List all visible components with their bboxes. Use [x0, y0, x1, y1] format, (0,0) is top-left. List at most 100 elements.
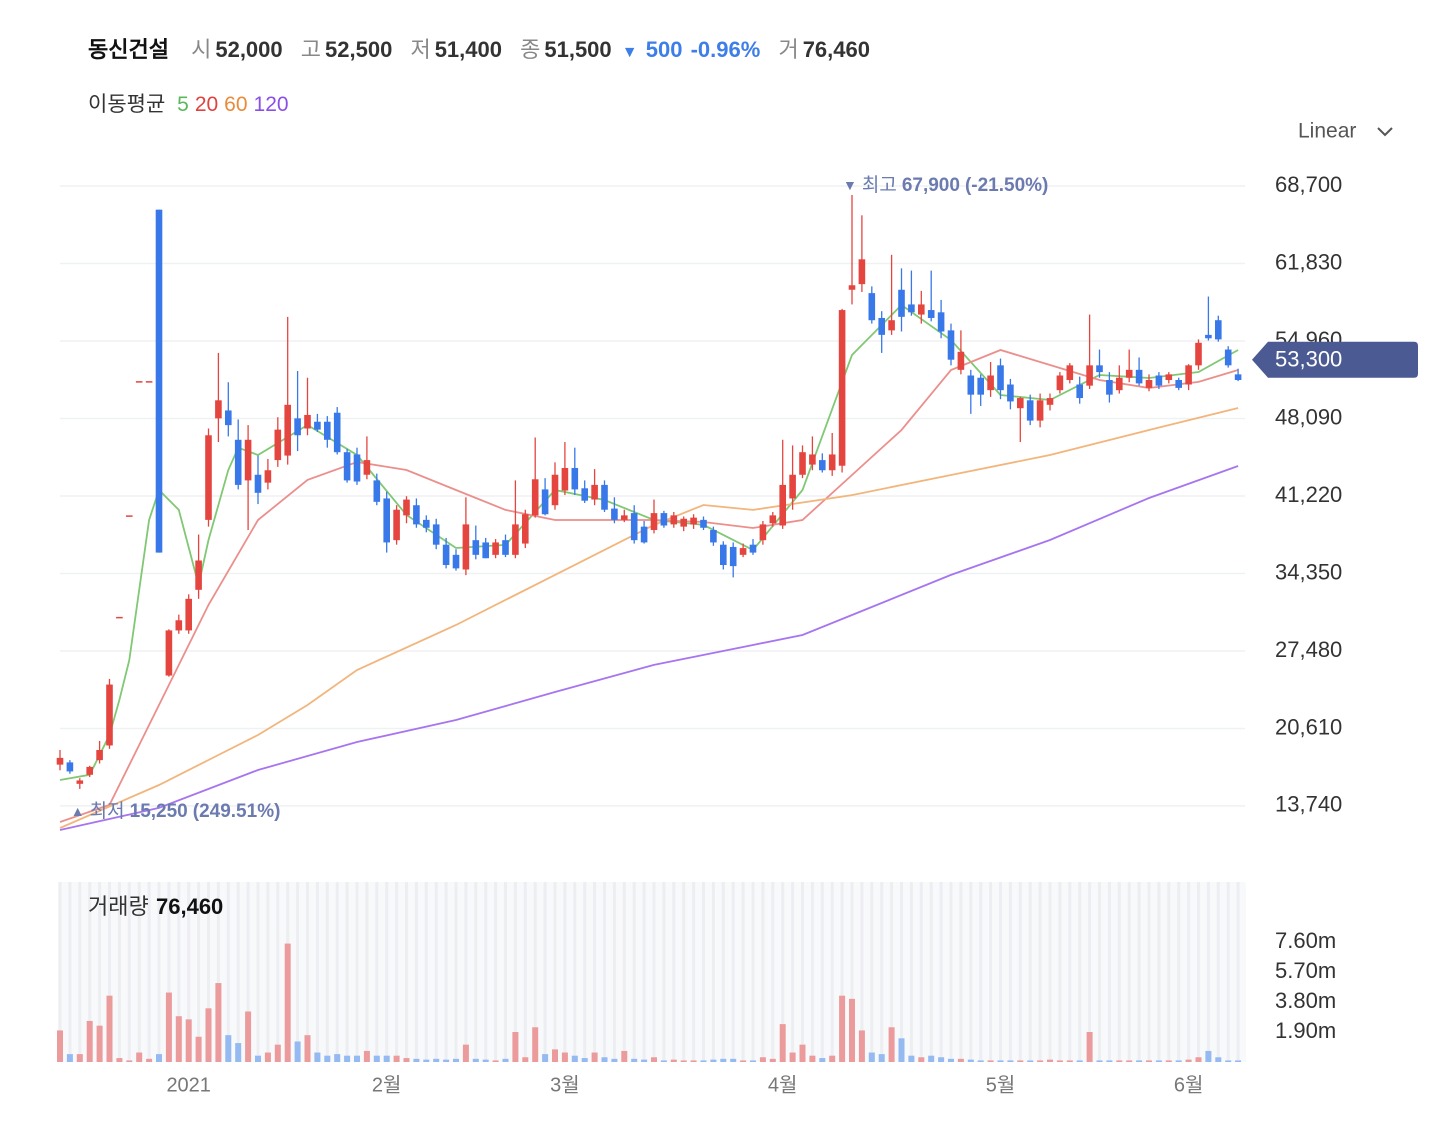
volume-bar — [987, 1060, 994, 1062]
candle-body — [86, 766, 93, 775]
candle-body — [898, 289, 905, 317]
candle-body — [304, 414, 311, 429]
candle-body — [957, 351, 965, 370]
volume-bar — [670, 1059, 677, 1062]
y-tick-label: 20,610 — [1275, 714, 1342, 739]
volume-bar — [1056, 1060, 1063, 1062]
volume-bar — [611, 1058, 618, 1062]
volume-bar — [1155, 1060, 1162, 1062]
volume-bar — [858, 1030, 865, 1062]
quote-label: 종 — [520, 37, 541, 62]
volume-bar — [1165, 1060, 1172, 1062]
x-tick-label: 3월 — [550, 1073, 580, 1096]
volume-bar — [888, 1027, 895, 1062]
volume-bar — [839, 995, 846, 1062]
candle-body — [165, 630, 173, 676]
candle-body — [937, 312, 945, 332]
ma-line — [59, 407, 1239, 829]
candle-body — [472, 540, 480, 555]
candle-body — [383, 498, 390, 543]
candle-body — [640, 526, 648, 543]
volume-tick-label: 7.60m — [1275, 928, 1336, 953]
candle-body — [779, 484, 786, 526]
volume-bar — [284, 943, 291, 1062]
ma-legend-item: 20 — [194, 93, 219, 116]
candle-body — [571, 467, 579, 490]
volume-bar — [908, 1055, 915, 1062]
high-marker-part: (-21.50%) — [965, 175, 1048, 196]
volume-bar — [720, 1058, 727, 1062]
candle-body — [66, 762, 74, 772]
volume-bar — [641, 1059, 648, 1062]
volume-tick-label: 1.90m — [1275, 1018, 1336, 1043]
candle-body — [680, 518, 687, 527]
volume-bar — [363, 1050, 370, 1062]
candle-body — [264, 470, 272, 483]
low-marker-part: ▲ — [71, 803, 85, 819]
candle-body — [531, 479, 539, 516]
candle-body — [343, 452, 351, 481]
candle-body — [423, 519, 430, 528]
volume-bar — [1047, 1059, 1053, 1062]
candle-body — [660, 513, 668, 526]
candle-body — [749, 544, 757, 553]
x-tick-label: 2월 — [372, 1073, 402, 1096]
volume-bar — [522, 1057, 529, 1062]
volume-bar — [165, 992, 172, 1062]
candle-body — [145, 381, 153, 383]
y-tick-label: 27,480 — [1275, 637, 1342, 662]
ma-line — [59, 465, 1239, 831]
volume-bar — [948, 1058, 954, 1062]
volume-bar — [1066, 1060, 1073, 1062]
quote-value: 52,500 — [325, 37, 393, 62]
volume-bar — [185, 1019, 192, 1062]
ma-legend-item: 120 — [253, 93, 289, 116]
quote-label: 거 — [778, 37, 799, 62]
candle-body — [908, 304, 915, 313]
candle-body — [215, 400, 222, 419]
volume-bar — [898, 1038, 905, 1062]
volume-bar — [1146, 1060, 1152, 1062]
quote-label: 저 — [410, 37, 431, 62]
candle-body — [294, 418, 301, 436]
volume-bar — [76, 1054, 83, 1062]
volume-bar — [146, 1058, 153, 1062]
volume-bar — [195, 1036, 202, 1062]
y-tick-label: 13,740 — [1275, 792, 1342, 817]
change-arrow: ▼ — [621, 44, 638, 61]
candle-body — [947, 330, 955, 360]
candle-body — [234, 439, 242, 485]
volume-bar — [175, 1016, 182, 1062]
volume-bar — [1225, 1060, 1232, 1062]
volume-bar — [66, 1054, 73, 1062]
volume-bar — [126, 1060, 133, 1062]
volume-bar — [57, 1030, 63, 1062]
volume-bar — [977, 1060, 984, 1062]
volume-bar — [1185, 1059, 1192, 1062]
volume-bar — [868, 1052, 875, 1062]
volume-bar — [1076, 1060, 1083, 1062]
candle-body — [56, 757, 64, 765]
candle-body — [1066, 365, 1074, 380]
candle-body — [967, 375, 975, 395]
candle-body — [254, 474, 262, 493]
menu-chevron[interactable] — [1377, 127, 1393, 137]
scale-menu[interactable]: Linear — [1298, 120, 1356, 143]
volume-bar — [928, 1055, 935, 1062]
volume-bar — [591, 1052, 598, 1062]
high-marker: ▼ 최고 67,900 (-21.50%) — [843, 174, 1048, 196]
candle-body — [789, 474, 796, 499]
candle-body — [848, 285, 856, 290]
candle-body — [927, 310, 935, 318]
candle-body — [868, 293, 876, 321]
volume-bar — [938, 1057, 945, 1062]
volume-bar — [819, 1058, 826, 1062]
candle-body — [739, 548, 747, 555]
candle-body — [819, 460, 826, 471]
volume-bar — [571, 1055, 578, 1062]
volume-bar — [453, 1058, 459, 1062]
candle-body — [244, 439, 252, 481]
candle-body — [809, 454, 816, 465]
candle-body — [1086, 365, 1093, 386]
candle-body — [769, 515, 777, 524]
